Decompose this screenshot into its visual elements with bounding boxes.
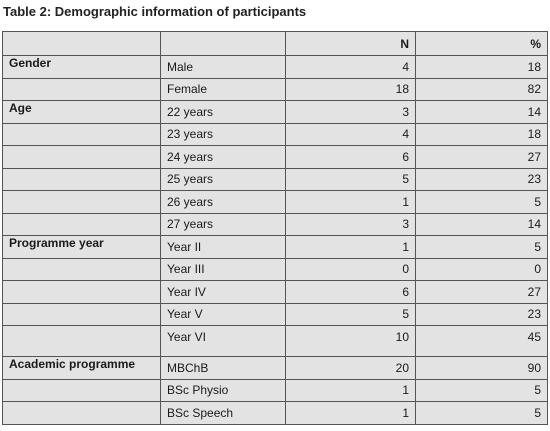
row-label: Year IV (160, 280, 286, 304)
row-percent-value: 5 (415, 235, 548, 259)
row-percent-value: 27 (415, 145, 548, 169)
table-row: 24 years 6 27 (2, 145, 548, 169)
table-row: BSc Physio 1 5 (2, 378, 548, 402)
header-category (2, 31, 161, 56)
table-row: Gender Male 4 18 (2, 55, 548, 79)
row-category (2, 212, 161, 236)
row-label: BSc Speech (160, 401, 286, 425)
row-n-value: 0 (285, 257, 416, 281)
table-body: Gender Male 4 18 Female 18 82 Age 22 years 3 14 23 … (2, 55, 548, 425)
row-percent-value: 23 (415, 167, 548, 191)
table-row: Academic programme MBChB 20 90 (2, 356, 548, 380)
row-n-value: 1 (285, 235, 416, 259)
row-label: 24 years (160, 145, 286, 169)
row-percent-value: 14 (415, 100, 548, 124)
row-category: Academic programme (2, 356, 161, 380)
row-category (2, 325, 161, 357)
row-category: Programme year (2, 235, 161, 259)
header-percent: % (415, 31, 548, 56)
table-row: Year IV 6 27 (2, 280, 548, 304)
row-percent-value: 90 (415, 356, 548, 380)
row-label: 27 years (160, 212, 286, 236)
header-label (160, 31, 286, 56)
table-row: Year V 5 23 (2, 302, 548, 326)
row-percent-value: 0 (415, 257, 548, 281)
row-percent-value: 14 (415, 212, 548, 236)
row-label: Year V (160, 302, 286, 326)
row-category (2, 302, 161, 326)
row-label: BSc Physio (160, 378, 286, 402)
row-percent-value: 5 (415, 378, 548, 402)
table-row: Female 18 82 (2, 77, 548, 101)
row-n-value: 4 (285, 55, 416, 79)
row-label: MBChB (160, 356, 286, 380)
table-row: Programme year Year II 1 5 (2, 235, 548, 259)
table-row: Year VI 10 45 (2, 325, 548, 357)
row-category (2, 280, 161, 304)
demographics-table: N % Gender Male 4 18 Female 18 82 Age 22 years 3 1… (2, 31, 548, 425)
row-label: 22 years (160, 100, 286, 124)
table-row: 27 years 3 14 (2, 212, 548, 236)
row-category (2, 167, 161, 191)
row-n-value: 20 (285, 356, 416, 380)
row-label: Male (160, 55, 286, 79)
row-category: Gender (2, 55, 161, 79)
row-label: 26 years (160, 190, 286, 214)
table-header-row: N % (2, 31, 548, 56)
row-n-value: 3 (285, 100, 416, 124)
row-n-value: 1 (285, 190, 416, 214)
row-percent-value: 82 (415, 77, 548, 101)
row-percent-value: 5 (415, 401, 548, 425)
row-percent-value: 18 (415, 122, 548, 146)
row-label: 25 years (160, 167, 286, 191)
row-category (2, 378, 161, 402)
row-category (2, 190, 161, 214)
row-category (2, 401, 161, 425)
row-category (2, 77, 161, 101)
row-label: 23 years (160, 122, 286, 146)
row-label: Female (160, 77, 286, 101)
table-row: BSc Speech 1 5 (2, 401, 548, 425)
row-category (2, 145, 161, 169)
table-row: 26 years 1 5 (2, 190, 548, 214)
row-label: Year II (160, 235, 286, 259)
row-n-value: 6 (285, 280, 416, 304)
row-n-value: 4 (285, 122, 416, 146)
row-percent-value: 23 (415, 302, 548, 326)
table-title: Table 2: Demographic information of part… (3, 4, 307, 19)
row-n-value: 5 (285, 302, 416, 326)
table-row: 23 years 4 18 (2, 122, 548, 146)
row-n-value: 1 (285, 378, 416, 402)
row-n-value: 10 (285, 325, 416, 357)
table-row: Year III 0 0 (2, 257, 548, 281)
header-n: N (285, 31, 416, 56)
row-n-value: 3 (285, 212, 416, 236)
table-row: 25 years 5 23 (2, 167, 548, 191)
row-percent-value: 27 (415, 280, 548, 304)
row-percent-value: 45 (415, 325, 548, 357)
row-n-value: 5 (285, 167, 416, 191)
row-percent-value: 18 (415, 55, 548, 79)
row-n-value: 6 (285, 145, 416, 169)
row-percent-value: 5 (415, 190, 548, 214)
table-row: Age 22 years 3 14 (2, 100, 548, 124)
row-category: Age (2, 100, 161, 124)
row-n-value: 18 (285, 77, 416, 101)
row-label: Year VI (160, 325, 286, 357)
row-category (2, 122, 161, 146)
row-label: Year III (160, 257, 286, 281)
row-category (2, 257, 161, 281)
row-n-value: 1 (285, 401, 416, 425)
